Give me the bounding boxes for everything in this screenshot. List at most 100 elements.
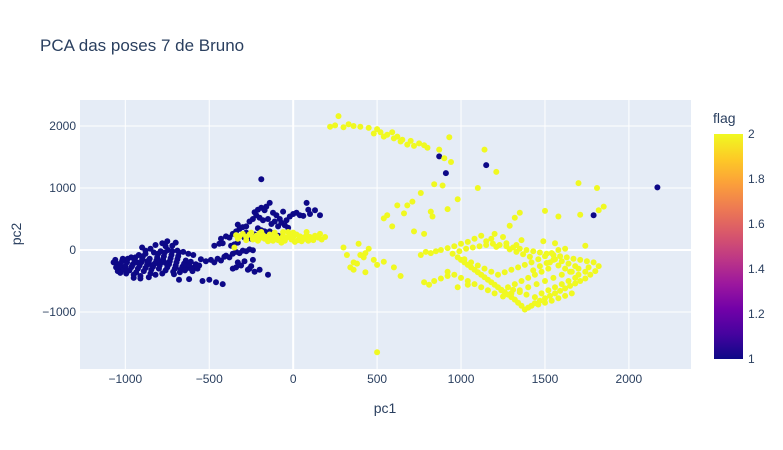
data-point[interactable]: [256, 266, 263, 273]
data-point[interactable]: [190, 252, 197, 258]
data-point[interactable]: [427, 208, 434, 215]
data-point[interactable]: [461, 256, 468, 263]
data-point[interactable]: [595, 263, 602, 270]
data-point[interactable]: [152, 271, 159, 278]
data-point[interactable]: [547, 292, 553, 299]
data-point[interactable]: [471, 235, 478, 242]
data-point[interactable]: [231, 244, 238, 251]
data-point[interactable]: [557, 287, 564, 294]
data-point[interactable]: [590, 212, 597, 219]
data-point[interactable]: [558, 271, 565, 278]
data-point[interactable]: [511, 281, 518, 288]
data-point[interactable]: [535, 301, 542, 308]
data-point[interactable]: [266, 199, 273, 206]
data-point[interactable]: [458, 274, 464, 281]
data-point[interactable]: [139, 244, 146, 251]
data-point[interactable]: [521, 261, 528, 268]
data-point[interactable]: [164, 238, 171, 245]
data-point[interactable]: [431, 181, 438, 188]
data-point[interactable]: [511, 214, 518, 221]
data-point[interactable]: [291, 238, 298, 245]
data-point[interactable]: [572, 263, 579, 270]
data-point[interactable]: [543, 260, 550, 266]
data-point[interactable]: [129, 263, 135, 270]
data-point[interactable]: [518, 237, 525, 244]
data-point[interactable]: [389, 223, 396, 230]
data-point[interactable]: [370, 130, 377, 137]
data-point[interactable]: [365, 245, 372, 252]
data-point[interactable]: [251, 268, 258, 275]
data-point[interactable]: [523, 291, 530, 298]
data-point[interactable]: [219, 281, 226, 288]
data-point[interactable]: [357, 252, 364, 258]
data-point[interactable]: [243, 223, 250, 230]
data-point[interactable]: [533, 281, 540, 288]
data-point[interactable]: [431, 278, 438, 284]
data-point[interactable]: [380, 215, 387, 222]
data-point[interactable]: [265, 216, 271, 222]
data-point[interactable]: [380, 133, 387, 140]
data-point[interactable]: [444, 273, 451, 279]
data-point[interactable]: [421, 142, 428, 149]
data-point[interactable]: [248, 263, 255, 270]
data-point[interactable]: [448, 159, 454, 165]
data-point[interactable]: [355, 240, 362, 247]
data-point[interactable]: [380, 258, 387, 265]
data-point[interactable]: [159, 270, 166, 277]
data-point[interactable]: [187, 258, 194, 265]
data-point[interactable]: [340, 124, 347, 131]
data-point[interactable]: [389, 129, 396, 136]
data-point[interactable]: [493, 243, 500, 250]
data-point[interactable]: [256, 230, 263, 237]
data-point[interactable]: [130, 274, 137, 281]
data-point[interactable]: [265, 238, 271, 245]
data-point[interactable]: [545, 265, 552, 272]
data-point[interactable]: [582, 242, 589, 249]
data-point[interactable]: [417, 190, 424, 196]
data-point[interactable]: [474, 262, 481, 269]
data-point[interactable]: [137, 275, 144, 282]
data-point[interactable]: [397, 273, 404, 279]
data-point[interactable]: [444, 268, 451, 275]
data-point[interactable]: [258, 176, 265, 183]
data-point[interactable]: [558, 258, 565, 265]
data-point[interactable]: [422, 248, 429, 255]
data-point[interactable]: [501, 269, 508, 276]
data-point[interactable]: [124, 267, 130, 274]
data-point[interactable]: [449, 250, 456, 257]
data-point[interactable]: [185, 250, 192, 257]
data-point[interactable]: [506, 246, 513, 253]
data-point[interactable]: [249, 256, 256, 263]
data-point[interactable]: [488, 268, 495, 275]
data-point[interactable]: [454, 254, 461, 261]
data-point[interactable]: [505, 284, 511, 291]
data-point[interactable]: [265, 271, 271, 278]
data-point[interactable]: [176, 269, 183, 276]
data-point[interactable]: [145, 274, 152, 281]
data-point[interactable]: [374, 261, 381, 268]
data-point[interactable]: [181, 261, 188, 268]
data-point[interactable]: [446, 134, 453, 141]
data-point[interactable]: [421, 230, 428, 237]
data-point[interactable]: [451, 243, 458, 250]
data-point[interactable]: [567, 282, 574, 289]
data-point[interactable]: [441, 155, 448, 162]
data-point[interactable]: [350, 123, 357, 129]
data-point[interactable]: [429, 213, 436, 220]
data-point[interactable]: [493, 168, 500, 175]
data-point[interactable]: [234, 259, 241, 266]
data-point[interactable]: [530, 248, 537, 255]
data-point[interactable]: [343, 252, 350, 258]
data-point[interactable]: [117, 269, 124, 276]
data-point[interactable]: [345, 121, 352, 128]
data-point[interactable]: [503, 240, 510, 247]
data-point[interactable]: [542, 295, 548, 302]
data-point[interactable]: [270, 237, 276, 244]
data-point[interactable]: [528, 259, 535, 266]
data-point[interactable]: [271, 218, 278, 225]
data-point[interactable]: [583, 258, 590, 265]
data-point[interactable]: [199, 278, 206, 284]
data-point[interactable]: [186, 276, 193, 283]
data-point[interactable]: [565, 278, 572, 284]
data-point[interactable]: [454, 196, 461, 203]
